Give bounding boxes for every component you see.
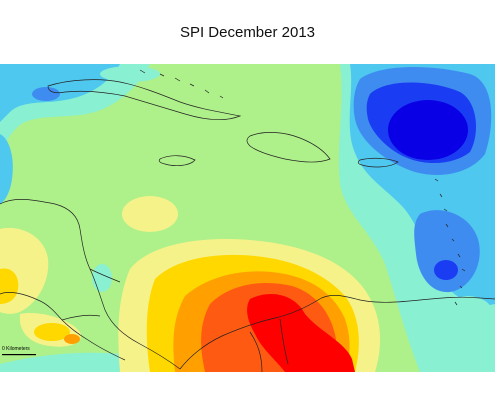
coastline-puerto-rico [357,157,399,168]
coastlines [0,69,495,372]
spi-map: 0 Kilometers [0,64,495,372]
map-title: SPI December 2013 [179,24,316,41]
coastline-jamaica [158,155,196,166]
dry-region-south [118,239,381,372]
scale-bar-label: 0 Kilometers [2,346,30,352]
coastline-bahamas [139,69,224,99]
coastline-hispaniola [246,132,331,163]
coastline-cuba [47,79,242,120]
scale-bar: 0 Kilometers [2,346,36,356]
wet-region-east [338,64,495,372]
coastline-south-america [179,295,495,370]
coastline-lesser-antilles [434,178,466,306]
border-lines [61,268,289,372]
